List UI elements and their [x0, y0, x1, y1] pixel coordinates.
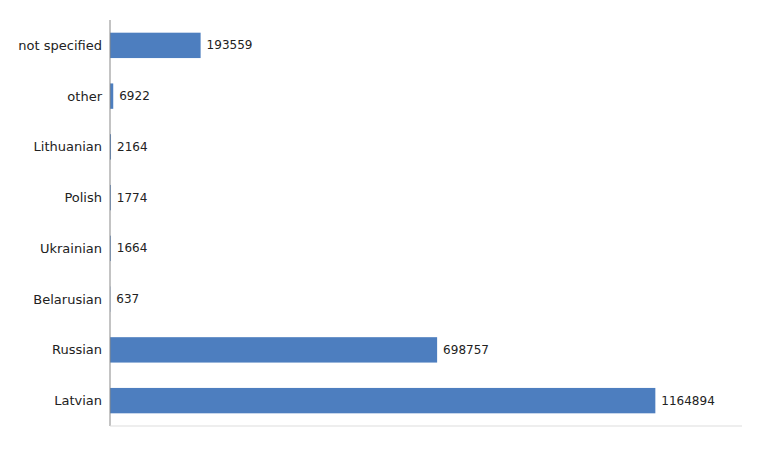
- category-label: Latvian: [54, 393, 102, 408]
- data-label: 698757: [443, 343, 489, 357]
- bar: [110, 33, 201, 58]
- data-label: 1664: [117, 241, 148, 255]
- data-label: 1774: [117, 191, 148, 205]
- category-label: other: [67, 89, 102, 104]
- data-labels: 193559 6922 2164 1774 1664 637 698757 1164894: [116, 38, 714, 407]
- data-label: 637: [116, 292, 139, 306]
- y-axis-line: [110, 20, 111, 426]
- data-label: 2164: [117, 140, 148, 154]
- bars: [110, 33, 655, 414]
- chart-container: not specified other Lithuanian Polish Ukrain…: [0, 0, 766, 450]
- category-label: Lithuanian: [34, 139, 102, 154]
- data-label: 193559: [207, 38, 253, 52]
- category-label: Ukrainian: [40, 241, 102, 256]
- x-range-line: [110, 426, 742, 427]
- data-label: 1164894: [661, 394, 714, 408]
- data-label: 6922: [119, 89, 150, 103]
- y-tick-labels: not specified other Lithuanian Polish Ukrain…: [18, 38, 102, 408]
- chart-svg: not specified other Lithuanian Polish Ukrain…: [0, 0, 766, 450]
- category-label: Polish: [64, 190, 102, 205]
- bar: [110, 388, 655, 413]
- category-label: Belarusian: [33, 292, 102, 307]
- category-label: Russian: [52, 342, 102, 357]
- category-label: not specified: [18, 38, 102, 53]
- bar: [110, 337, 437, 362]
